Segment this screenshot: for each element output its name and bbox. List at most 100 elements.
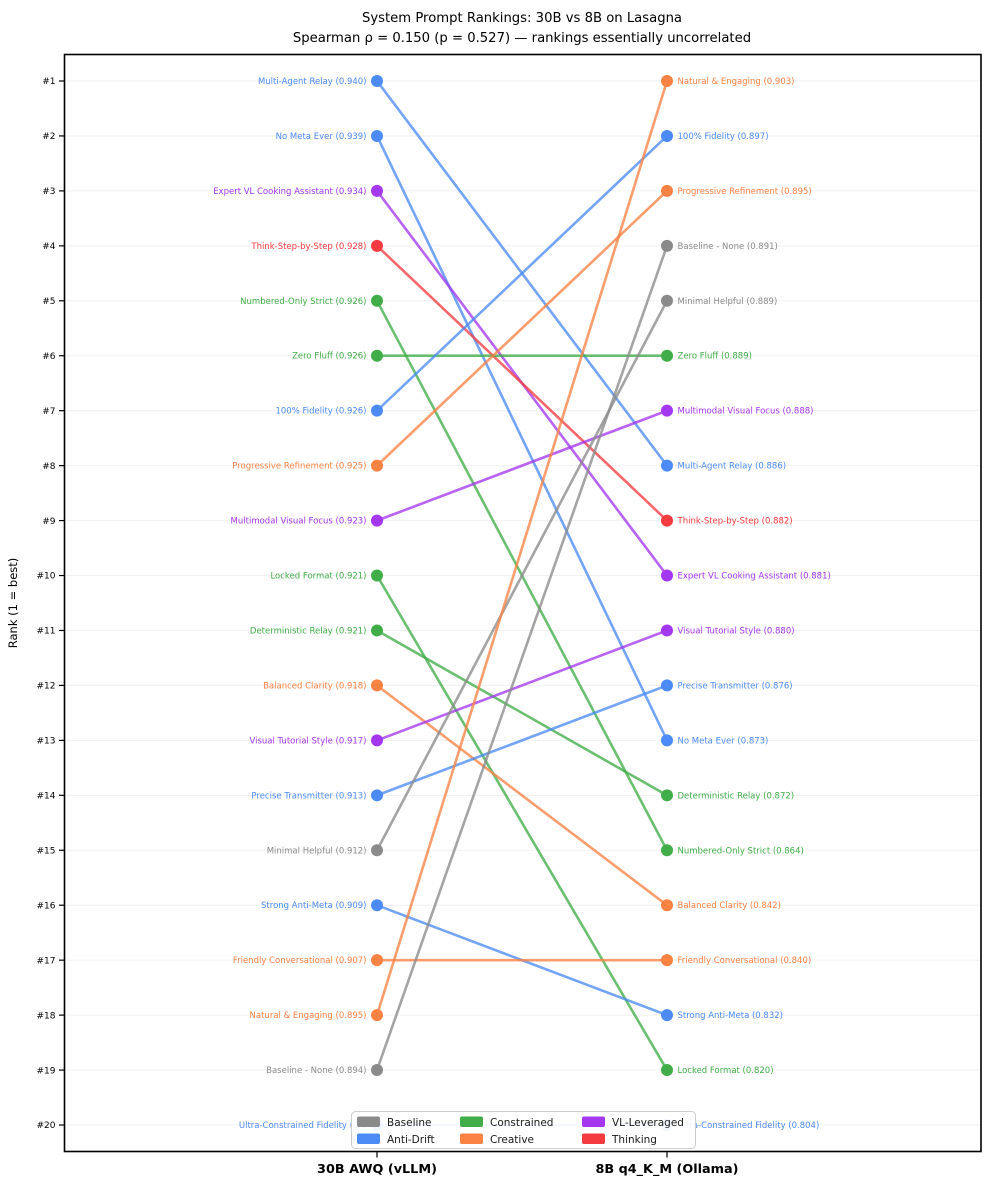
slope-line bbox=[375, 189, 669, 467]
point-label-right: Multi-Agent Relay (0.886) bbox=[678, 462, 787, 472]
rank-dot bbox=[661, 294, 673, 307]
rank-dot bbox=[371, 184, 383, 197]
rank-dot bbox=[371, 844, 383, 857]
slope-line bbox=[375, 244, 669, 1072]
rank-dot bbox=[371, 1064, 383, 1077]
legend-label: Creative bbox=[490, 1134, 534, 1146]
rank-dot bbox=[661, 459, 673, 472]
y-axis-label: Rank (1 = best) bbox=[6, 558, 20, 649]
y-tick-label: #9 bbox=[42, 517, 56, 527]
point-label-left: Visual Tutorial Style (0.917) bbox=[249, 736, 366, 746]
legend-label: Anti-Drift bbox=[387, 1134, 435, 1146]
slope-line bbox=[375, 684, 669, 797]
slope-line bbox=[375, 244, 669, 522]
gridlines-group bbox=[64, 80, 981, 1126]
point-label-right: Ultra-Constrained Fidelity (0.804) bbox=[678, 1121, 820, 1131]
point-label-right: Expert VL Cooking Assistant (0.881) bbox=[678, 572, 831, 582]
point-label-left: Zero Fluff (0.926) bbox=[292, 352, 366, 362]
point-label-right: Multimodal Visual Focus (0.888) bbox=[678, 407, 814, 417]
point-label-right: Balanced Clarity (0.842) bbox=[678, 901, 781, 911]
point-label-right: Minimal Helpful (0.889) bbox=[678, 297, 778, 307]
rank-dot bbox=[371, 954, 383, 967]
rank-dot bbox=[661, 129, 673, 142]
rank-dot bbox=[371, 294, 383, 307]
point-label-left: Locked Format (0.921) bbox=[270, 572, 366, 582]
rank-dot bbox=[661, 844, 673, 857]
rank-dot bbox=[371, 569, 383, 582]
y-tick-label: #3 bbox=[42, 187, 55, 197]
point-label-left: Deterministic Relay (0.921) bbox=[250, 626, 367, 636]
y-tick-label: #2 bbox=[42, 132, 55, 142]
legend-swatch bbox=[357, 1116, 380, 1127]
legend-label: Constrained bbox=[490, 1117, 553, 1129]
point-label-right: Locked Format (0.820) bbox=[678, 1066, 774, 1076]
point-label-right: Baseline - None (0.891) bbox=[678, 242, 778, 252]
rank-dot bbox=[661, 349, 673, 362]
y-tick-label: #5 bbox=[42, 297, 55, 307]
chart-title: System Prompt Rankings: 30B vs 8B on Las… bbox=[362, 11, 682, 26]
y-tick-label: #7 bbox=[42, 407, 55, 417]
rank-dot bbox=[661, 404, 673, 417]
slope-lines-group bbox=[375, 79, 669, 1127]
point-label-right: Precise Transmitter (0.876) bbox=[678, 681, 793, 691]
point-label-left: Multi-Agent Relay (0.940) bbox=[258, 77, 367, 87]
rank-dot bbox=[371, 129, 383, 142]
point-labels-group: Multi-Agent Relay (0.940) Multi-Agent Rel… bbox=[213, 77, 831, 1131]
rank-dot bbox=[371, 624, 383, 637]
point-label-left: Natural & Engaging (0.895) bbox=[250, 1011, 367, 1021]
y-tick-label: #11 bbox=[37, 627, 56, 637]
rank-dot bbox=[661, 899, 673, 912]
rank-dot bbox=[371, 734, 383, 747]
legend-swatch bbox=[582, 1116, 605, 1127]
point-label-left: Balanced Clarity (0.918) bbox=[263, 681, 366, 691]
y-tick-label: #19 bbox=[37, 1066, 56, 1076]
rank-dot bbox=[371, 239, 383, 252]
slope-line bbox=[375, 79, 669, 1017]
x-axis-label-left: 30B AWQ (vLLM) bbox=[317, 1162, 437, 1177]
rank-dot bbox=[371, 75, 383, 87]
y-tick-label: #20 bbox=[37, 1121, 56, 1131]
legend-swatch bbox=[460, 1116, 483, 1127]
point-label-right: Numbered-Only Strict (0.864) bbox=[678, 846, 804, 856]
rank-dot bbox=[661, 789, 673, 802]
slope-line bbox=[375, 629, 669, 797]
x-axis-label-right: 8B q4_K_M (Ollama) bbox=[595, 1162, 738, 1177]
rank-dot bbox=[661, 569, 673, 582]
point-label-right: Strong Anti-Meta (0.832) bbox=[678, 1011, 783, 1021]
point-label-left: Numbered-Only Strict (0.926) bbox=[240, 297, 366, 307]
rank-dot bbox=[661, 1009, 673, 1022]
point-label-right: Friendly Conversational (0.840) bbox=[678, 956, 812, 966]
rank-dot bbox=[371, 899, 383, 912]
slope-line bbox=[375, 134, 669, 412]
slope-line bbox=[375, 299, 669, 852]
rank-dot bbox=[371, 789, 383, 802]
slope-line bbox=[375, 134, 669, 742]
y-tick-label: #17 bbox=[37, 956, 56, 966]
rank-dot bbox=[661, 239, 673, 252]
rank-dot bbox=[371, 459, 383, 472]
slope-line bbox=[375, 629, 669, 742]
point-label-left: Multimodal Visual Focus (0.923) bbox=[231, 517, 367, 527]
point-label-left: 100% Fidelity (0.926) bbox=[275, 407, 366, 417]
point-label-right: Zero Fluff (0.889) bbox=[678, 352, 752, 362]
point-label-left: Precise Transmitter (0.913) bbox=[251, 791, 366, 801]
y-tick-label: #14 bbox=[37, 792, 56, 802]
point-label-right: No Meta Ever (0.873) bbox=[678, 736, 769, 746]
point-label-left: Expert VL Cooking Assistant (0.934) bbox=[213, 187, 366, 197]
y-tick-label: #12 bbox=[37, 682, 56, 692]
rank-dot bbox=[661, 184, 673, 197]
y-tick-label: #6 bbox=[42, 352, 56, 362]
legend-swatch bbox=[460, 1133, 483, 1144]
legend-swatch bbox=[357, 1133, 380, 1144]
rank-dot bbox=[371, 514, 383, 527]
y-tick-label: #4 bbox=[42, 242, 56, 252]
point-label-right: Deterministic Relay (0.872) bbox=[678, 791, 795, 801]
point-label-right: Visual Tutorial Style (0.880) bbox=[678, 626, 795, 636]
point-label-left: Friendly Conversational (0.907) bbox=[233, 956, 367, 966]
rank-dot bbox=[661, 679, 673, 692]
plot-border bbox=[63, 53, 982, 1153]
point-label-right: Natural & Engaging (0.903) bbox=[678, 77, 795, 87]
